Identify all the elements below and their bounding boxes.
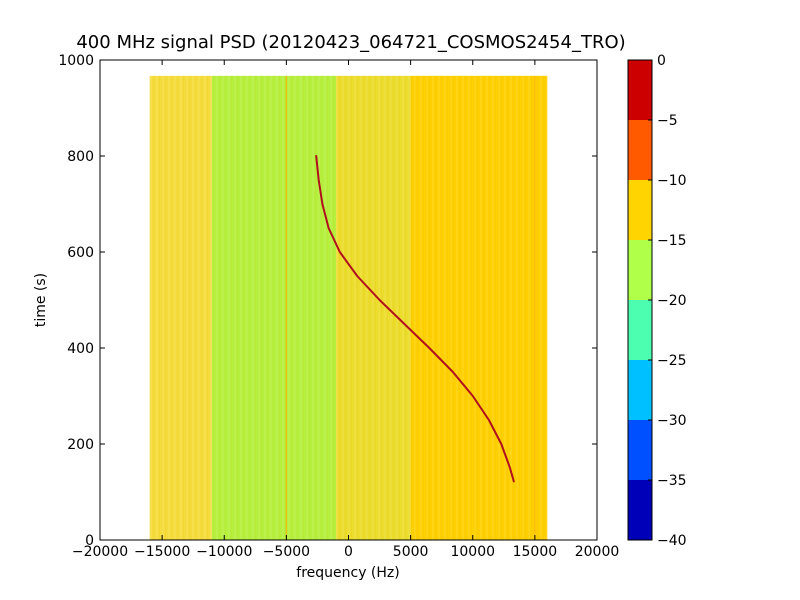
- colorbar-tick-label: −40: [657, 533, 687, 549]
- colorbar-level: [628, 300, 652, 360]
- colorbar-level: [628, 420, 652, 480]
- x-tick-label: 5000: [393, 544, 429, 560]
- colorbar-level: [628, 240, 652, 300]
- x-tick-label: −20000: [72, 544, 128, 560]
- colorbar-level: [628, 360, 652, 420]
- colorbar-level: [628, 480, 652, 540]
- psd-noise-texture: [149, 75, 548, 540]
- x-tick-label: −5000: [263, 544, 310, 560]
- colorbar-tick-label: −15: [657, 233, 687, 249]
- colorbar-tick-label: −25: [657, 353, 687, 369]
- y-tick-label: 1000: [58, 53, 94, 69]
- y-axis: 0 200 400 600 800 1000: [58, 53, 597, 549]
- colorbar-tick-label: 0: [657, 53, 666, 69]
- colorbar: 0 −5 −10 −15 −20 −25 −30 −35 −40: [627, 53, 687, 549]
- plot-area: [99, 59, 598, 541]
- colorbar-level: [628, 120, 652, 180]
- y-tick-label: 200: [67, 437, 94, 453]
- signal-trace: [315, 155, 515, 483]
- colorbar-tick-label: −35: [657, 473, 687, 489]
- y-tick-label: 800: [67, 149, 94, 165]
- colorbar-level: [628, 60, 652, 120]
- colorbar-tick-label: −10: [657, 173, 687, 189]
- x-axis-label: frequency (Hz): [296, 565, 399, 581]
- x-tick-label: −15000: [134, 544, 190, 560]
- y-axis-label: time (s): [33, 273, 49, 327]
- x-tick-label: −10000: [196, 544, 252, 560]
- chart-title: 400 MHz signal PSD (20120423_064721_COSM…: [76, 32, 625, 53]
- colorbar-tick-label: −30: [657, 413, 687, 429]
- x-tick-label: 20000: [575, 544, 620, 560]
- y-tick-label: 600: [67, 245, 94, 261]
- colorbar-tick-label: −5: [657, 113, 678, 129]
- x-tick-label: 10000: [450, 544, 495, 560]
- x-tick-label: 15000: [513, 544, 558, 560]
- y-tick-label: 400: [67, 341, 94, 357]
- y-tick-label: 0: [85, 533, 94, 549]
- x-axis: −20000 −15000 −10000 −5000 0 5000 10000 15000 20…: [72, 60, 619, 560]
- x-tick-label: 0: [344, 544, 353, 560]
- colorbar-level: [628, 180, 652, 240]
- colorbar-tick-label: −20: [657, 293, 687, 309]
